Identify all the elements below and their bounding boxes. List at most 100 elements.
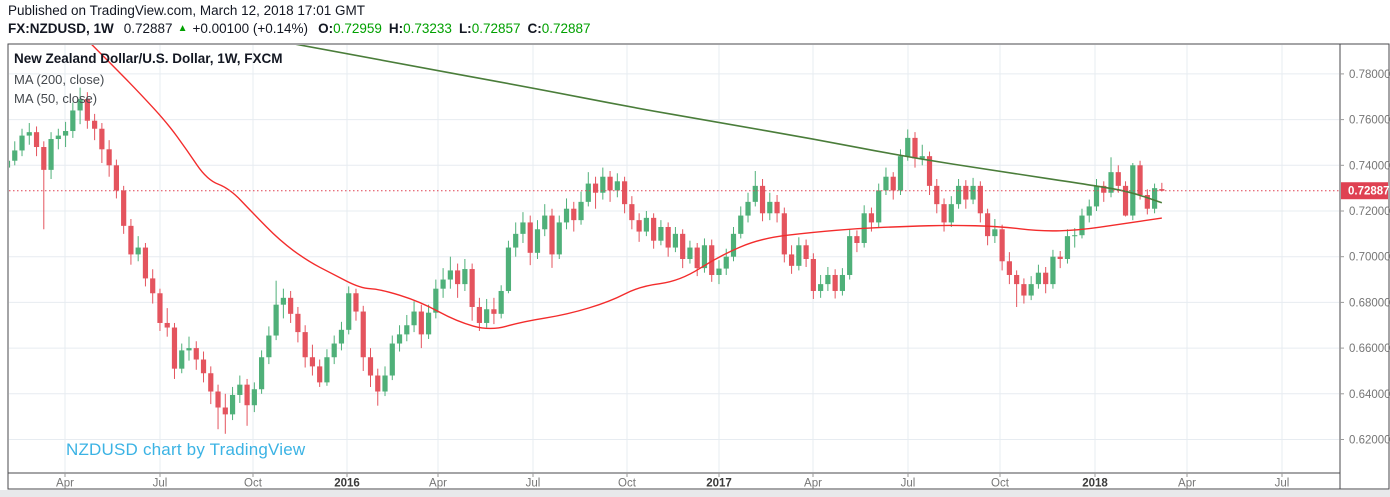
candle <box>701 238 708 273</box>
price-tick-label: 0.78000 <box>1349 69 1390 81</box>
candle <box>1057 250 1063 269</box>
candle <box>382 366 388 397</box>
grid <box>9 45 1339 472</box>
candle <box>208 366 214 405</box>
candle <box>527 215 533 266</box>
time-tick-label: Oct <box>244 478 263 490</box>
time-tick-label: Jul <box>526 478 541 490</box>
candle <box>847 229 853 280</box>
candle <box>121 185 127 234</box>
candle <box>905 129 911 161</box>
candle <box>803 239 809 267</box>
candle <box>186 336 192 361</box>
candle <box>295 306 301 343</box>
candle <box>1014 270 1020 307</box>
candle <box>818 274 824 298</box>
candle <box>1079 208 1085 239</box>
candle <box>259 350 265 394</box>
price-tick-label: 0.74000 <box>1349 160 1390 172</box>
candle <box>876 183 882 227</box>
candle <box>447 256 453 289</box>
time-axis[interactable]: Apr Jul Oct 2016 Apr Jul Oct 2017 Apr Jul Oct 2018 A… <box>56 473 1289 490</box>
candle <box>730 226 737 262</box>
candle <box>629 196 635 230</box>
candle <box>179 343 185 374</box>
up-arrow-icon: ▲ <box>177 23 188 34</box>
candle <box>534 220 541 259</box>
legend-ma200[interactable]: MA (200, close) <box>14 72 105 87</box>
candle <box>1093 179 1100 211</box>
last-price: 0.72887 <box>123 21 173 36</box>
candle <box>266 326 272 365</box>
candle <box>302 325 308 368</box>
candle <box>418 304 424 349</box>
time-tick-label: Jul <box>1275 478 1290 490</box>
candle <box>810 253 816 299</box>
candle <box>55 128 61 150</box>
candle <box>455 263 461 298</box>
candle <box>26 123 32 145</box>
candle <box>832 269 838 299</box>
candle <box>77 87 83 125</box>
candle <box>505 240 512 294</box>
candle <box>1028 276 1034 301</box>
candle <box>854 230 860 253</box>
candle <box>164 308 170 337</box>
candle <box>237 375 243 403</box>
candle <box>142 242 149 287</box>
candle <box>563 198 570 230</box>
candle <box>150 269 156 304</box>
candle <box>926 151 933 196</box>
candle <box>752 171 758 207</box>
candle <box>658 220 664 246</box>
candle <box>280 288 286 319</box>
symbol-info-bar: FX:NZDUSD, 1W 0.72887 ▲ +0.00100 (+0.14%… <box>8 21 598 36</box>
candles-series[interactable] <box>5 87 1165 434</box>
candle <box>12 141 18 166</box>
candle <box>498 285 504 319</box>
candle <box>171 322 178 379</box>
price-tick-label: 0.64000 <box>1349 389 1390 401</box>
price-tick-label: 0.70000 <box>1349 252 1390 264</box>
time-tick-label: Apr <box>56 478 74 490</box>
ohlc-close: C:0.72887 <box>527 21 591 36</box>
ohlc-values: O:0.72959 H:0.73233 L:0.72857 C:0.72887 <box>318 21 598 36</box>
candle <box>948 196 954 227</box>
price-axis[interactable]: 0.78000 0.76000 0.74000 0.72000 0.70000 0.680… <box>1340 69 1390 447</box>
tradingview-watermark[interactable]: NZDUSD chart by TradingView <box>66 440 306 459</box>
chart-legend: New Zealand Dollar/U.S. Dollar, 1W, FXCM… <box>14 51 283 106</box>
time-tick-label: 2018 <box>1082 478 1108 490</box>
candle <box>680 229 686 269</box>
candle <box>934 179 940 214</box>
price-tick-label: 0.66000 <box>1349 343 1390 355</box>
candle <box>309 344 316 376</box>
candle <box>839 268 845 296</box>
candle <box>614 173 620 198</box>
candle <box>1108 157 1114 198</box>
candle <box>520 212 526 243</box>
price-tick-label: 0.72000 <box>1349 206 1390 218</box>
ohlc-open: O:0.72959 <box>318 21 382 36</box>
candle <box>440 268 446 298</box>
candle <box>367 348 374 387</box>
chart-title[interactable]: New Zealand Dollar/U.S. Dollar, 1W, FXCM <box>14 51 283 66</box>
candle <box>462 258 468 291</box>
time-tick-label: Jul <box>901 478 916 490</box>
candle <box>1115 165 1121 193</box>
candle <box>796 237 802 271</box>
candle <box>48 132 54 180</box>
candle <box>324 349 330 386</box>
candle <box>1137 160 1143 200</box>
bottom-margin <box>0 490 1390 497</box>
symbol-name[interactable]: FX:NZDUSD, 1W <box>8 21 114 36</box>
candle <box>643 211 649 237</box>
candle <box>665 222 671 257</box>
candle <box>244 378 250 426</box>
legend-ma50[interactable]: MA (50, close) <box>14 91 98 106</box>
ohlc-high: H:0.73233 <box>388 21 452 36</box>
candle <box>41 141 47 230</box>
candle <box>890 172 896 200</box>
candle <box>963 180 969 209</box>
